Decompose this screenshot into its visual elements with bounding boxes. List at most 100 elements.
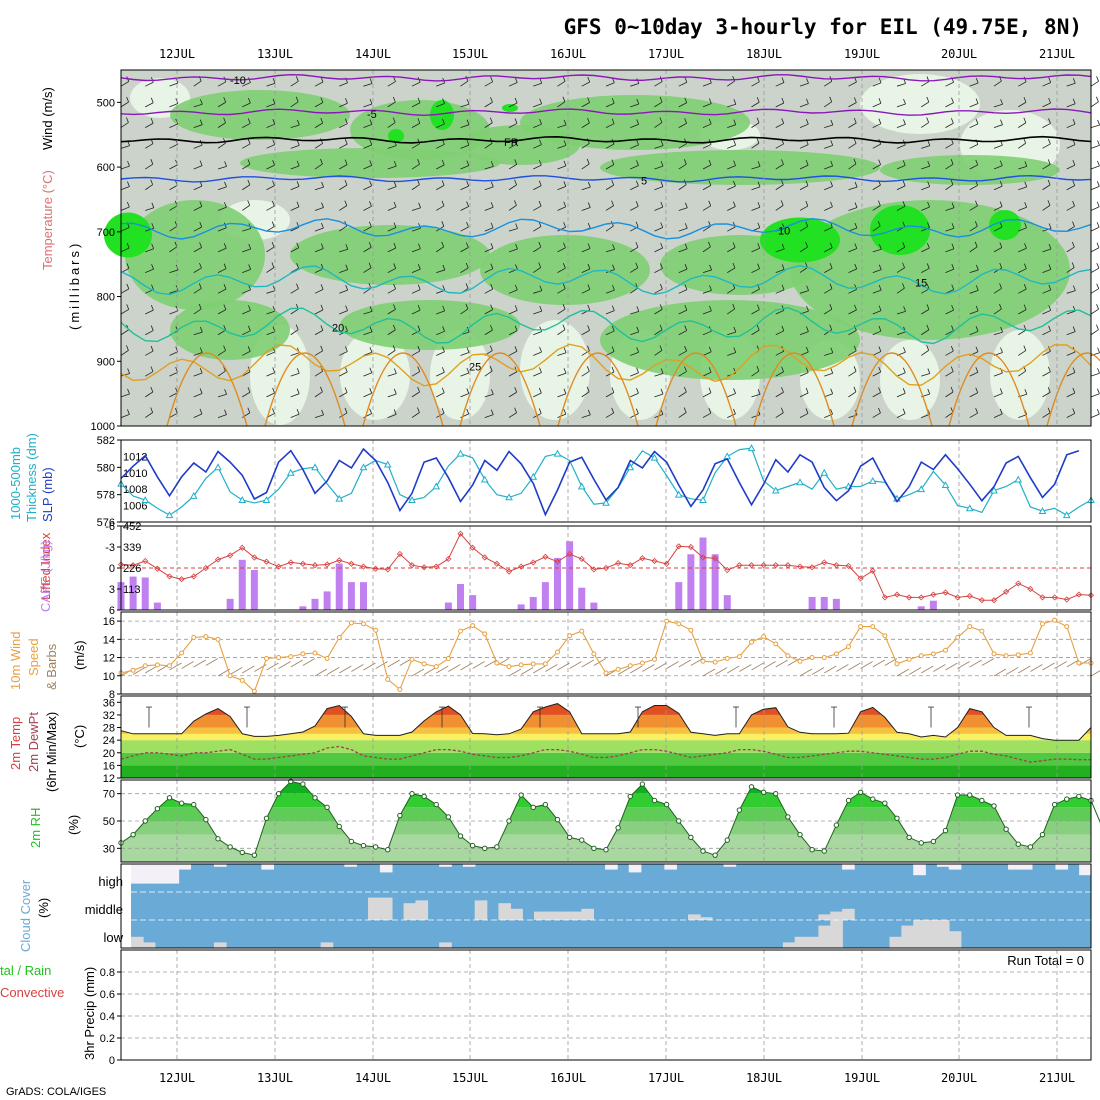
cloud-middle-fill [545, 911, 559, 920]
wind-barb-flag [320, 325, 324, 331]
wind-barb-flag [781, 387, 784, 393]
lifted-index-marker [893, 591, 901, 598]
wind-barb-flag [1096, 324, 1099, 330]
rh-marker [385, 847, 391, 853]
wind-barb [363, 246, 372, 253]
wind-barb-flag [295, 96, 299, 102]
wind-barb [654, 81, 663, 87]
wind-barb-flag [1096, 201, 1100, 207]
wind-barb-flag [417, 97, 421, 103]
wind-barb [702, 144, 712, 149]
wind-barb [630, 144, 639, 149]
thickness-marker [529, 472, 538, 480]
wind-barb-flag [248, 284, 251, 291]
wind-barb-flag [903, 119, 906, 125]
wind-barb [145, 184, 153, 191]
wind-barb-flag [951, 325, 954, 331]
wind-barb-flag [709, 264, 712, 271]
wind-barb-flag [563, 242, 566, 248]
wind-barb-flag [709, 285, 712, 291]
wind-speed-marker [724, 655, 730, 661]
surface-wind-barb [278, 661, 291, 669]
wind-barb-flag [878, 284, 882, 291]
wind-barb [993, 103, 1003, 108]
lifted-index-marker [190, 573, 197, 580]
cape-bar [566, 541, 574, 610]
wind-barb-flag [223, 263, 227, 269]
wind-barb-flag [902, 160, 906, 166]
wind-barb [1066, 164, 1076, 170]
wind-barb-flag [514, 118, 518, 124]
wind-barb-flag [320, 345, 324, 351]
wind-barb-flag [345, 264, 349, 270]
wind-barb-flag [999, 262, 1003, 269]
wind-barb [678, 309, 688, 315]
date-label-bottom: 16JUL [550, 1071, 586, 1085]
cape-bar [917, 606, 925, 610]
date-axes: 12JUL12JUL13JUL13JUL14JUL14JUL15JUL15JUL… [159, 47, 1075, 1085]
wind-barb-flag [1023, 97, 1027, 103]
wind-barb [411, 81, 421, 87]
wind-barb [751, 206, 761, 211]
wind-barb [1090, 413, 1100, 418]
wind-barb [460, 165, 469, 170]
rh-marker [421, 793, 427, 800]
lifted-index-marker [130, 562, 137, 569]
wind-barb [169, 371, 178, 377]
wind-barb [314, 102, 324, 108]
wind-barb-flag [781, 97, 785, 104]
wind-barb [702, 185, 712, 191]
wind-barb-flag [247, 159, 251, 165]
wind-barb [169, 290, 179, 294]
wind-barb-flag [806, 326, 809, 332]
wind-barb [363, 164, 372, 170]
wind-barb [460, 226, 469, 232]
wind-barb-flag [1047, 366, 1051, 372]
wind-barb [896, 83, 906, 87]
wind-barb [339, 225, 347, 232]
wind-barb [120, 373, 130, 377]
wind-barb-flag [1047, 387, 1051, 393]
wind-barb [824, 185, 833, 191]
date-label-bottom: 15JUL [452, 1071, 488, 1085]
wind-barb [678, 350, 687, 356]
wind-barb [436, 205, 445, 211]
wind-barb-flag [272, 387, 275, 394]
wind-barb-flag [514, 346, 518, 352]
wind-barb-flag [539, 119, 542, 125]
wind-barb-flag [902, 408, 906, 414]
rh-marker [506, 818, 512, 824]
wind-barb-flag [441, 387, 445, 393]
cloud-low-fill [901, 925, 914, 948]
wind-barb [678, 391, 687, 398]
wind-barb [533, 123, 542, 128]
cape-bar [529, 596, 537, 610]
wind-speed-marker [664, 618, 670, 624]
wind-barb [120, 145, 130, 149]
wind-barb [145, 371, 154, 377]
rh-marker [760, 789, 767, 795]
cloud-middle-fill [830, 911, 843, 920]
wind-barb-flag [878, 77, 882, 83]
lifted-index-marker [942, 589, 949, 596]
wind-barb [1066, 310, 1076, 315]
wind-barb [387, 247, 397, 253]
surface-wind-barb [896, 668, 910, 677]
thickness-marker [917, 485, 926, 493]
wind-speed-marker [361, 621, 366, 627]
wind-barb [411, 289, 421, 294]
wind-barb [533, 205, 542, 211]
wind-barb [630, 103, 639, 108]
wind-barb-flag [296, 409, 300, 415]
rh-marker [748, 784, 755, 790]
wind-barb-flag [417, 264, 421, 270]
wind-barb-flag [369, 408, 372, 414]
wind-barb [945, 268, 954, 273]
wind-barb-flag [878, 244, 882, 250]
wind-barb-flag [1048, 77, 1052, 83]
wind-barb [605, 184, 614, 191]
wind-barb-flag [417, 407, 420, 413]
surface-wind-barb [1066, 659, 1079, 668]
wind-barb-flag [393, 222, 397, 228]
